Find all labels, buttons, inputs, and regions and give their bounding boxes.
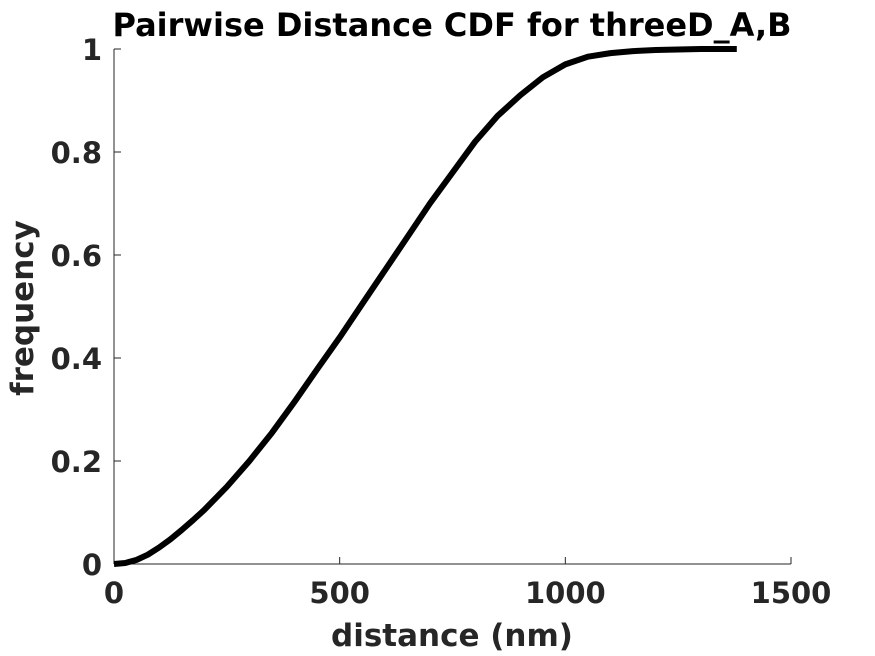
axes [113, 49, 791, 565]
y-tick-label: 0.6 [51, 239, 102, 273]
y-tick-label: 0.8 [51, 136, 102, 170]
x-tick-label: 0 [104, 576, 124, 610]
y-axis-title: frequency [5, 220, 41, 396]
x-tick-label: 1000 [525, 576, 606, 610]
ticks: 0 500 1000 1500 0 0.2 0.4 0.6 0.8 1 [51, 33, 832, 610]
x-axis-title: distance (nm) [331, 618, 573, 654]
y-tick-label: 0.2 [51, 445, 102, 479]
x-tick-label: 500 [309, 576, 370, 610]
cdf-line [113, 46, 737, 567]
y-tick-label: 0.4 [51, 342, 102, 376]
y-tick-label: 0 [82, 548, 102, 582]
chart-title: Pairwise Distance CDF for threeD_A,B [112, 6, 791, 44]
y-tick-label: 1 [82, 33, 102, 67]
data-series [113, 46, 737, 567]
x-tick-label: 1500 [751, 576, 832, 610]
